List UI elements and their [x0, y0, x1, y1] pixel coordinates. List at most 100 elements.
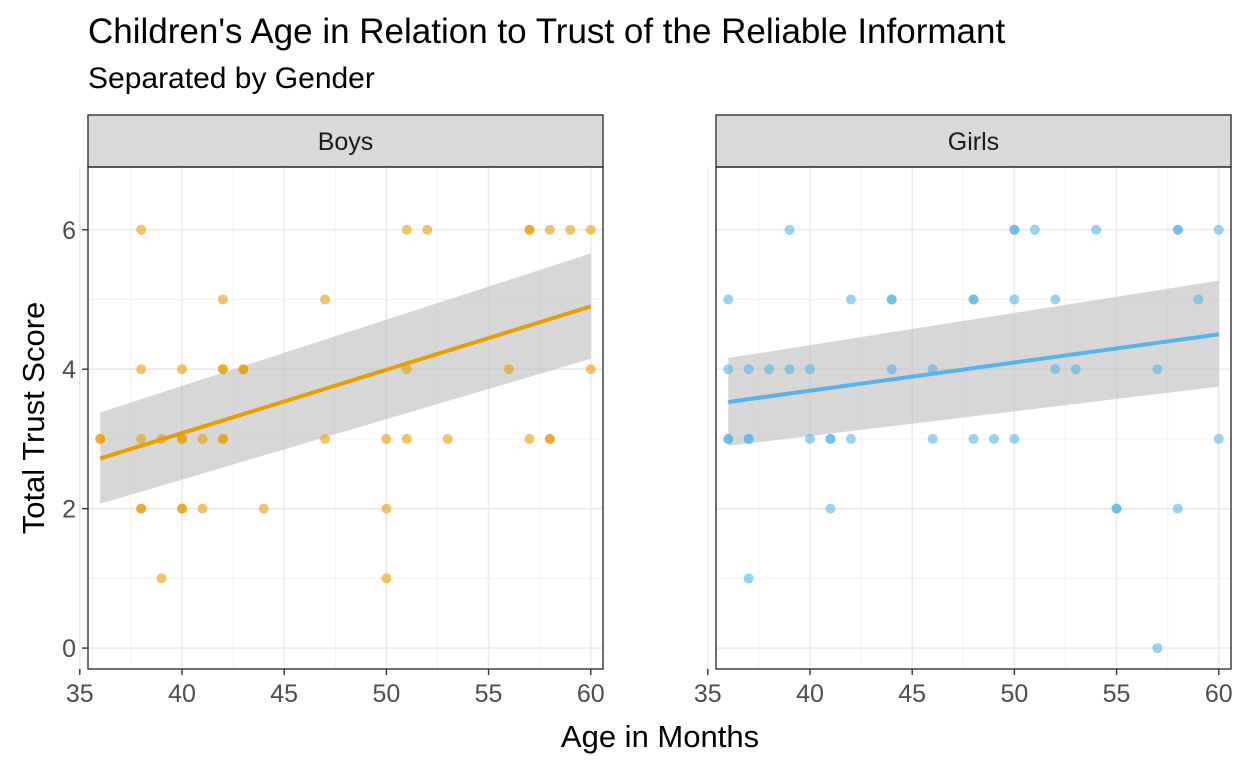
y-axis-label: Total Trust Score — [16, 302, 51, 535]
data-point-boys — [544, 224, 555, 235]
confidence-band-girls — [728, 280, 1219, 446]
data-point-girls — [1050, 364, 1061, 375]
data-point-girls — [927, 433, 938, 444]
data-point-boys — [524, 433, 535, 444]
data-point-girls — [968, 294, 979, 305]
x-tick-label: 40 — [796, 680, 824, 708]
data-point-girls — [1009, 294, 1020, 305]
data-point-boys — [217, 433, 228, 444]
y-tick-label: 0 — [62, 635, 76, 663]
data-point-boys — [156, 573, 167, 584]
x-tick-label: 45 — [898, 680, 926, 708]
data-point-girls — [1172, 503, 1183, 514]
data-point-girls — [825, 433, 836, 444]
x-tick-label: 60 — [1205, 680, 1233, 708]
data-point-girls — [1009, 433, 1020, 444]
data-point-girls — [1111, 503, 1122, 514]
data-point-boys — [197, 433, 208, 444]
data-point-boys — [258, 503, 269, 514]
y-tick-label: 2 — [62, 496, 76, 524]
data-point-girls — [1152, 643, 1163, 654]
facet-label-girls: Girls — [948, 128, 999, 156]
y-tick-label: 4 — [62, 356, 76, 384]
data-point-boys — [217, 364, 228, 375]
data-point-girls — [1070, 364, 1081, 375]
data-point-boys — [585, 224, 596, 235]
data-point-girls — [764, 364, 775, 375]
y-tick-label: 6 — [62, 217, 76, 245]
regression-line-girls — [727, 332, 1220, 404]
data-point-boys — [381, 433, 392, 444]
data-point-boys — [177, 503, 188, 514]
data-point-girls — [1009, 224, 1020, 235]
data-point-girls — [988, 433, 999, 444]
data-point-girls — [743, 573, 754, 584]
x-tick-label: 35 — [694, 680, 722, 708]
x-tick-label: 40 — [168, 680, 196, 708]
data-point-boys — [565, 224, 576, 235]
data-point-boys — [381, 573, 392, 584]
data-point-boys — [320, 433, 331, 444]
data-point-boys — [217, 294, 228, 305]
x-tick-label: 45 — [270, 680, 298, 708]
x-tick-label: 55 — [1103, 680, 1131, 708]
confidence-band-boys — [100, 253, 591, 504]
data-point-boys — [381, 503, 392, 514]
data-point-girls — [784, 364, 795, 375]
data-point-girls — [723, 294, 734, 305]
data-point-boys — [422, 224, 433, 235]
data-point-girls — [1172, 224, 1183, 235]
data-point-girls — [968, 433, 979, 444]
data-point-girls — [805, 364, 816, 375]
data-point-girls — [743, 433, 754, 444]
x-tick-label: 35 — [66, 680, 94, 708]
data-point-boys — [177, 433, 188, 444]
data-point-girls — [845, 294, 856, 305]
data-point-boys — [320, 294, 331, 305]
x-tick-label: 50 — [1000, 680, 1028, 708]
x-tick-label: 60 — [577, 680, 605, 708]
data-point-girls — [1152, 364, 1163, 375]
data-point-boys — [401, 364, 412, 375]
data-point-girls — [1050, 294, 1061, 305]
data-point-boys — [442, 433, 453, 444]
data-point-girls — [723, 364, 734, 375]
facet-strip-girls — [715, 114, 1232, 168]
data-point-girls — [1213, 433, 1224, 444]
data-point-boys — [136, 224, 147, 235]
data-point-boys — [136, 433, 147, 444]
data-point-girls — [723, 433, 734, 444]
data-point-girls — [1029, 224, 1040, 235]
data-point-boys — [136, 503, 147, 514]
data-point-girls — [1091, 224, 1102, 235]
data-point-boys — [238, 364, 249, 375]
data-point-boys — [503, 364, 514, 375]
data-point-boys — [136, 364, 147, 375]
data-point-girls — [1193, 294, 1204, 305]
chart-title: Children's Age in Relation to Trust of t… — [88, 12, 1006, 51]
data-point-boys — [585, 364, 596, 375]
data-point-boys — [95, 433, 106, 444]
x-tick-label: 55 — [475, 680, 503, 708]
data-point-boys — [177, 364, 188, 375]
data-point-boys — [544, 433, 555, 444]
x-axis-label: Age in Months — [561, 719, 759, 754]
panel-border-boys — [87, 166, 604, 670]
data-point-girls — [1213, 224, 1224, 235]
data-point-girls — [805, 433, 816, 444]
data-point-girls — [845, 433, 856, 444]
data-point-girls — [784, 224, 795, 235]
data-point-girls — [886, 364, 897, 375]
data-point-boys — [401, 433, 412, 444]
x-tick-label: 50 — [372, 680, 400, 708]
data-point-boys — [401, 224, 412, 235]
data-point-girls — [886, 294, 897, 305]
regression-line-boys — [99, 304, 592, 461]
data-point-boys — [197, 503, 208, 514]
facet-label-boys: Boys — [318, 128, 374, 156]
data-point-girls — [743, 364, 754, 375]
data-point-boys — [524, 224, 535, 235]
chart-subtitle: Separated by Gender — [88, 62, 375, 95]
panel-border-girls — [715, 166, 1232, 670]
